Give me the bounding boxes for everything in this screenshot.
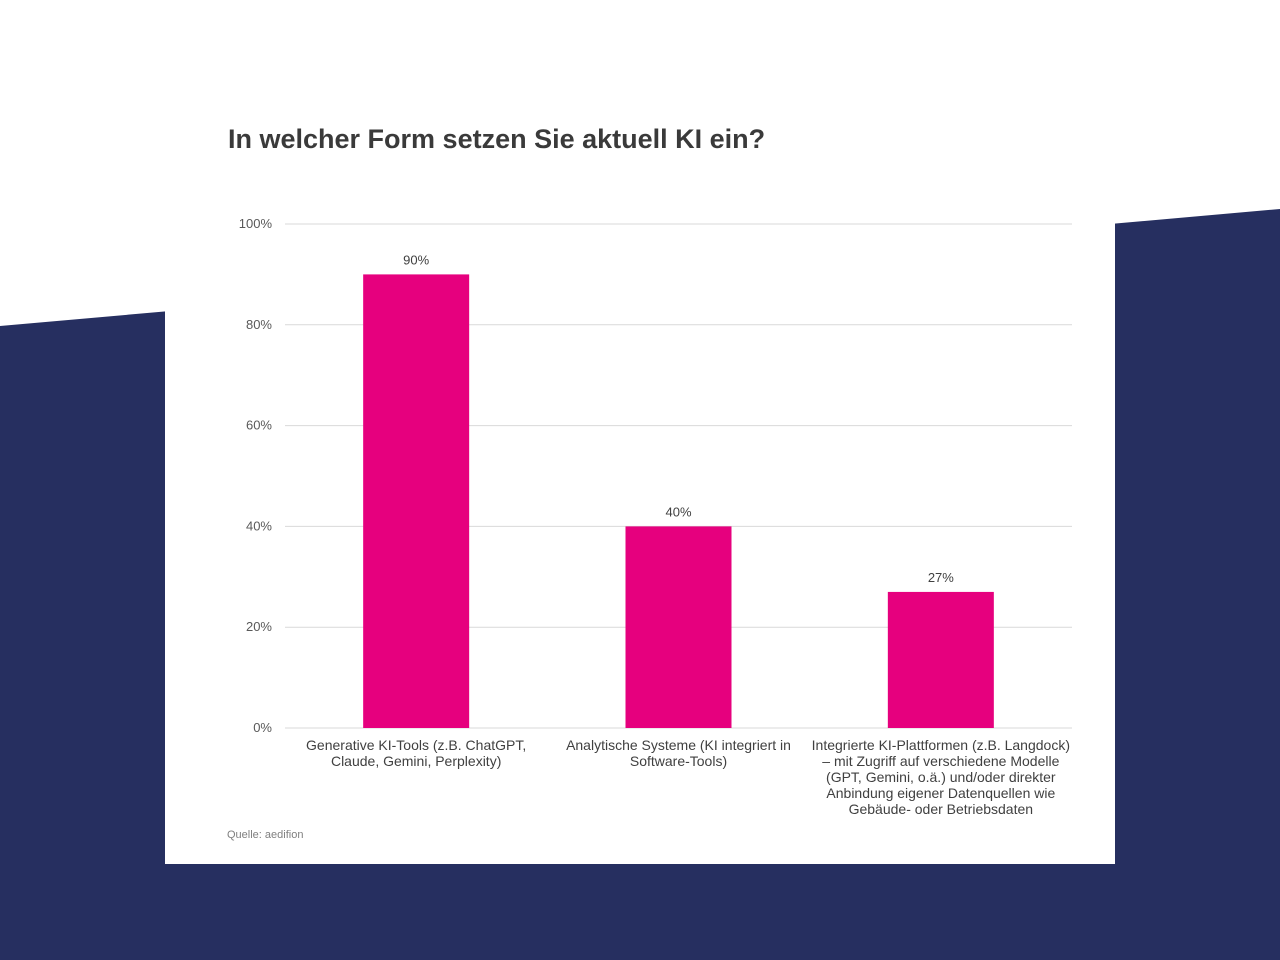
- source-note: Quelle: aedifion: [227, 829, 304, 841]
- y-tick-label: 20%: [246, 619, 272, 634]
- y-tick-label: 80%: [246, 317, 272, 332]
- background-shape-bottom: [0, 864, 1280, 960]
- x-tick-label: Generative KI-Tools (z.B. ChatGPT, Claud…: [306, 737, 527, 769]
- background-shape-left: [0, 311, 170, 960]
- y-tick-label: 0%: [253, 720, 272, 735]
- bar: [625, 526, 732, 728]
- background-shape-right: [1110, 209, 1280, 960]
- bar: [887, 591, 994, 728]
- x-tick-label: Integrierte KI-Plattformen (z.B. Langdoc…: [811, 737, 1070, 817]
- x-tick-label: Analytische Systeme (KI integriert in So…: [566, 737, 791, 769]
- y-tick-label: 100%: [239, 216, 273, 231]
- data-label: 90%: [403, 252, 429, 267]
- bar: [363, 274, 470, 728]
- data-label: 27%: [928, 570, 954, 585]
- chart-title: In welcher Form setzen Sie aktuell KI ei…: [228, 124, 766, 154]
- y-tick-label: 60%: [246, 418, 272, 433]
- data-label: 40%: [665, 504, 691, 519]
- y-tick-label: 40%: [246, 518, 272, 533]
